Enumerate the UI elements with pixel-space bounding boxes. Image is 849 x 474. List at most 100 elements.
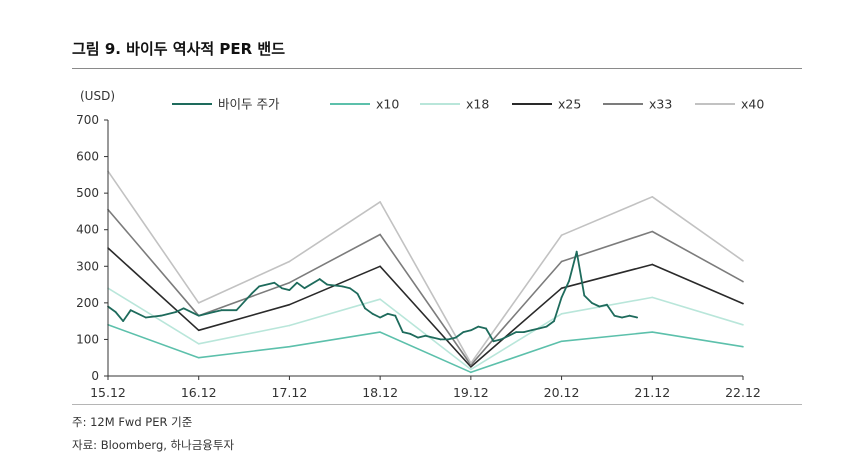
data-point-price bbox=[613, 314, 616, 317]
data-point-price bbox=[197, 314, 200, 317]
series-line-x25 bbox=[107, 247, 744, 368]
data-point-x10 bbox=[288, 345, 291, 348]
data-point-price bbox=[356, 292, 359, 295]
series-line-x33 bbox=[107, 209, 744, 366]
footer-divider bbox=[72, 404, 802, 405]
data-point-x33 bbox=[379, 233, 381, 236]
data-point-price bbox=[537, 327, 540, 330]
data-point-price bbox=[636, 316, 639, 319]
data-point-x40 bbox=[470, 362, 472, 365]
x-tick-label: 19.12 bbox=[453, 385, 489, 400]
data-point-x25 bbox=[742, 302, 744, 305]
data-point-x18 bbox=[470, 368, 472, 371]
y-tick-label: 100 bbox=[76, 332, 99, 346]
figure-title: 그림 9. 바이두 역사적 PER 밴드 bbox=[72, 40, 286, 58]
data-point-x25 bbox=[470, 366, 472, 368]
data-point-price bbox=[409, 333, 412, 335]
x-tick-label: 17.12 bbox=[272, 385, 308, 400]
data-point-price bbox=[129, 309, 132, 312]
data-point-price bbox=[280, 287, 283, 290]
legend-label: x10 bbox=[376, 97, 399, 112]
title-divider bbox=[72, 68, 802, 69]
chart-source: 자료: Bloomberg, 하나금융투자 bbox=[72, 438, 235, 452]
data-point-x10 bbox=[651, 331, 654, 333]
legend-label: x40 bbox=[741, 97, 764, 112]
data-point-price bbox=[500, 338, 502, 341]
data-point-price bbox=[447, 338, 450, 341]
data-point-x40 bbox=[197, 302, 200, 304]
data-point-x18 bbox=[651, 296, 654, 299]
data-point-price bbox=[288, 289, 291, 291]
y-tick-label: 400 bbox=[76, 223, 99, 237]
data-point-price bbox=[371, 312, 374, 315]
data-point-x25 bbox=[560, 287, 563, 290]
data-point-price bbox=[364, 307, 366, 310]
data-point-price bbox=[485, 327, 487, 330]
data-point-price bbox=[590, 301, 593, 304]
data-point-price bbox=[583, 294, 586, 297]
data-point-price bbox=[394, 314, 397, 317]
data-point-price bbox=[515, 331, 518, 334]
x-tick-label: 21.12 bbox=[634, 385, 670, 400]
data-point-price bbox=[454, 336, 457, 339]
data-point-price bbox=[417, 336, 419, 339]
legend-label: x33 bbox=[649, 97, 672, 112]
data-point-x10 bbox=[197, 356, 200, 359]
data-point-price bbox=[553, 320, 555, 323]
data-point-price bbox=[575, 250, 578, 253]
data-point-x18 bbox=[197, 343, 200, 345]
data-point-x18 bbox=[560, 313, 563, 315]
data-point-x10 bbox=[742, 345, 744, 348]
data-point-x25 bbox=[288, 303, 291, 306]
data-point-price bbox=[258, 285, 261, 288]
data-point-x40 bbox=[560, 234, 563, 236]
data-point-price bbox=[175, 311, 177, 313]
data-point-price bbox=[477, 325, 480, 328]
chart-note: 주: 12M Fwd PER 기준 bbox=[72, 415, 193, 429]
data-point-price bbox=[492, 340, 495, 343]
x-tick-label: 15.12 bbox=[90, 385, 126, 400]
data-point-x33 bbox=[288, 281, 291, 284]
data-point-x33 bbox=[651, 230, 654, 233]
data-point-price bbox=[303, 287, 306, 290]
y-unit-label: (USD) bbox=[80, 89, 115, 103]
data-point-price bbox=[318, 278, 321, 280]
data-point-x10 bbox=[379, 331, 381, 333]
data-point-x18 bbox=[288, 324, 291, 327]
series-line-x40 bbox=[107, 170, 744, 365]
data-point-price bbox=[462, 331, 465, 334]
x-tick-label: 16.12 bbox=[181, 385, 217, 400]
data-point-price bbox=[114, 311, 117, 313]
data-point-price bbox=[144, 316, 147, 319]
data-point-x33 bbox=[470, 364, 472, 366]
data-point-price bbox=[530, 329, 533, 332]
data-point-price bbox=[349, 287, 351, 290]
y-tick-label: 0 bbox=[91, 369, 99, 383]
data-point-x33 bbox=[560, 260, 563, 263]
y-tick-label: 600 bbox=[76, 150, 99, 164]
data-point-price bbox=[439, 338, 442, 341]
data-point-x40 bbox=[379, 201, 381, 203]
legend-label: x25 bbox=[558, 97, 581, 112]
y-tick-label: 300 bbox=[76, 259, 99, 273]
data-point-price bbox=[628, 314, 631, 317]
data-point-price bbox=[122, 320, 125, 323]
series-line-x18 bbox=[107, 287, 744, 371]
data-point-price bbox=[560, 296, 563, 299]
data-point-price bbox=[606, 303, 608, 306]
x-tick-label: 18.12 bbox=[362, 385, 398, 400]
x-tick-label: 20.12 bbox=[544, 385, 580, 400]
data-point-price bbox=[326, 283, 329, 286]
legend-label: 바이두 주가 bbox=[218, 97, 280, 112]
data-point-price bbox=[401, 331, 404, 334]
x-tick-label: 22.12 bbox=[725, 385, 761, 400]
data-point-x25 bbox=[197, 329, 200, 332]
data-point-price bbox=[598, 305, 601, 308]
data-point-price bbox=[469, 329, 472, 332]
data-point-price bbox=[273, 281, 276, 284]
data-point-x18 bbox=[742, 324, 744, 326]
data-point-price bbox=[250, 292, 253, 295]
data-point-price bbox=[621, 316, 623, 319]
data-point-price bbox=[220, 309, 223, 312]
